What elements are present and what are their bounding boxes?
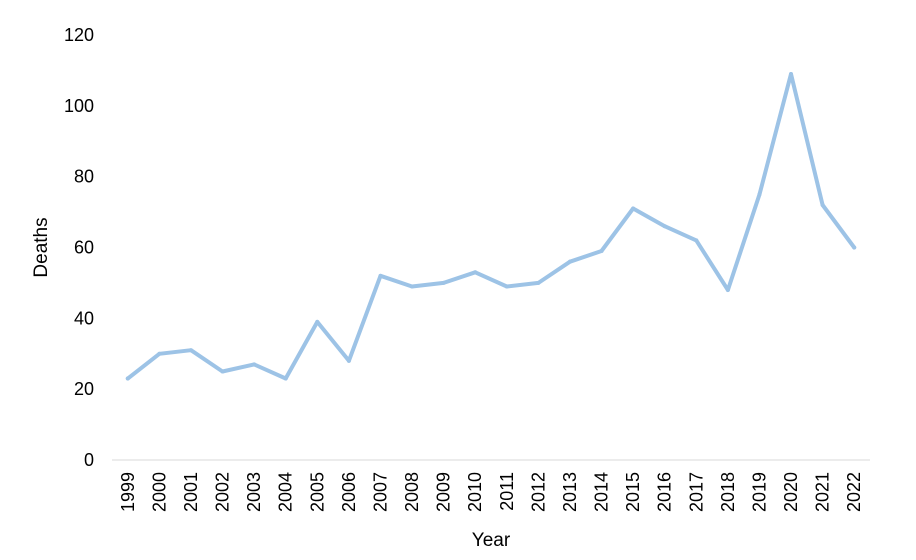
x-tick-label: 2011 (497, 472, 517, 511)
data-point (694, 238, 699, 243)
data-point (852, 245, 857, 250)
y-tick-label: 60 (74, 238, 94, 258)
x-tick-label: 2017 (686, 472, 706, 512)
data-point (631, 206, 636, 211)
data-point (567, 259, 572, 264)
data-point (125, 376, 130, 381)
x-axis-tick-labels: 1999 2000 2001 2002 2003 2004 2005 2006 2007 2008… (118, 472, 864, 512)
x-tick-label: 2003 (244, 472, 264, 512)
x-tick-label: 2007 (370, 472, 390, 512)
data-point (662, 224, 667, 229)
data-point (504, 284, 509, 289)
x-tick-label: 2014 (592, 472, 612, 512)
x-tick-label: 2012 (528, 472, 548, 512)
data-point (820, 203, 825, 207)
y-tick-label: 0 (84, 450, 94, 470)
data-point (410, 284, 415, 289)
data-point (346, 358, 351, 363)
y-tick-label: 120 (64, 25, 94, 45)
data-point (283, 376, 288, 381)
data-point (157, 351, 162, 356)
x-axis-title: Year (472, 530, 511, 551)
series-line (125, 72, 857, 381)
data-point (252, 362, 257, 367)
x-tick-label: 2010 (465, 472, 485, 512)
x-tick-label: 2002 (213, 472, 233, 512)
x-tick-label: 2004 (276, 472, 296, 512)
data-point (315, 319, 320, 324)
x-tick-label: 2009 (434, 472, 454, 512)
x-tick-label: 2016 (655, 472, 675, 512)
x-tick-label: 2022 (844, 472, 864, 512)
x-tick-label: 2005 (307, 472, 327, 512)
x-tick-label: 2019 (749, 472, 769, 512)
x-tick-label: 2021 (813, 472, 833, 512)
y-axis-title: Deaths (31, 217, 52, 277)
x-tick-label: 1999 (118, 472, 138, 512)
data-point (220, 369, 225, 374)
x-tick-label: 2006 (339, 472, 359, 512)
y-tick-label: 20 (74, 379, 94, 399)
y-axis-tick-labels: 0 20 40 60 80 100 120 (64, 25, 94, 470)
x-tick-label: 2000 (149, 472, 169, 512)
data-point (599, 249, 604, 254)
data-point (473, 270, 478, 275)
data-point (757, 192, 762, 197)
x-tick-label: 2001 (181, 472, 201, 512)
x-tick-label: 2008 (402, 472, 422, 512)
y-tick-label: 100 (64, 96, 94, 116)
x-tick-label: 2013 (560, 472, 580, 512)
series-points (125, 71, 857, 381)
data-point (536, 280, 541, 285)
x-tick-label: 2015 (623, 472, 643, 512)
data-point (441, 280, 446, 285)
data-point (188, 348, 193, 353)
y-tick-label: 40 (74, 308, 94, 328)
data-point (725, 288, 730, 292)
x-tick-label: 2020 (781, 472, 801, 512)
y-tick-label: 80 (74, 167, 94, 187)
data-point (378, 273, 383, 278)
x-tick-label: 2018 (718, 472, 738, 512)
data-point (789, 71, 794, 76)
